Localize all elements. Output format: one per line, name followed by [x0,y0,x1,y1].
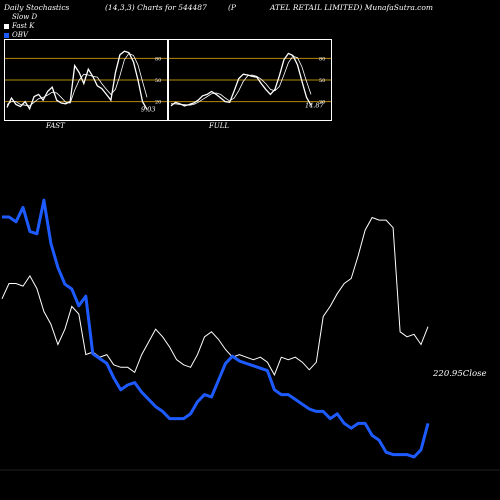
fast-panel-label: FAST [46,122,65,130]
fast-end-value: 9.03 [141,105,155,113]
full-panel-label: FULL [209,122,230,130]
slow-d-swatch [4,14,9,20]
close-price-suffix: Close [462,369,487,379]
full-tick-20: 20 [319,100,325,106]
full-stochastic-chart: 20 50 80 14.87 [169,52,331,109]
fast-stochastic-panel: 20 50 80 9.03 [4,39,168,121]
legend-obv-label: OBV [12,31,28,39]
legend-slow-d-label: Slow D [12,13,38,21]
fast-tick-20: 20 [155,100,161,106]
full-tick-80: 80 [319,56,325,62]
legend-fast-k-label: Fast K [12,22,35,30]
fast-k-swatch [4,23,9,29]
legend-slow-d: Slow D [4,13,37,21]
chart-title: Daily Stochastics [4,3,70,12]
fast-tick-50: 50 [155,78,161,84]
legend-obv: OBV [4,31,28,39]
close-price-value: 220.95 [433,369,463,379]
full-stochastic-panel: 20 50 80 14.87 [168,39,332,121]
company-name-end: ATEL RETAIL LIMITED) MunafaSutra.com [270,3,434,12]
full-fast-k-line [170,52,312,107]
legend-fast-k: Fast K [4,22,34,30]
chart-params: (14,3,3) Charts for 544487 [105,3,207,12]
fast-tick-80: 80 [155,56,161,62]
fast-slow-d-line [6,52,148,107]
full-slow-d-line [171,55,312,106]
obv-line [2,198,430,459]
fast-stochastic-chart: 20 50 80 9.03 [5,50,167,113]
full-tick-50: 50 [319,78,325,84]
full-end-value: 14.87 [305,101,324,109]
close-price-line [1,216,429,377]
obv-swatch [4,32,9,38]
close-price-label: 220.95Close [433,369,486,379]
company-name-start: (P [228,3,236,12]
fast-fast-k-line [6,50,148,111]
